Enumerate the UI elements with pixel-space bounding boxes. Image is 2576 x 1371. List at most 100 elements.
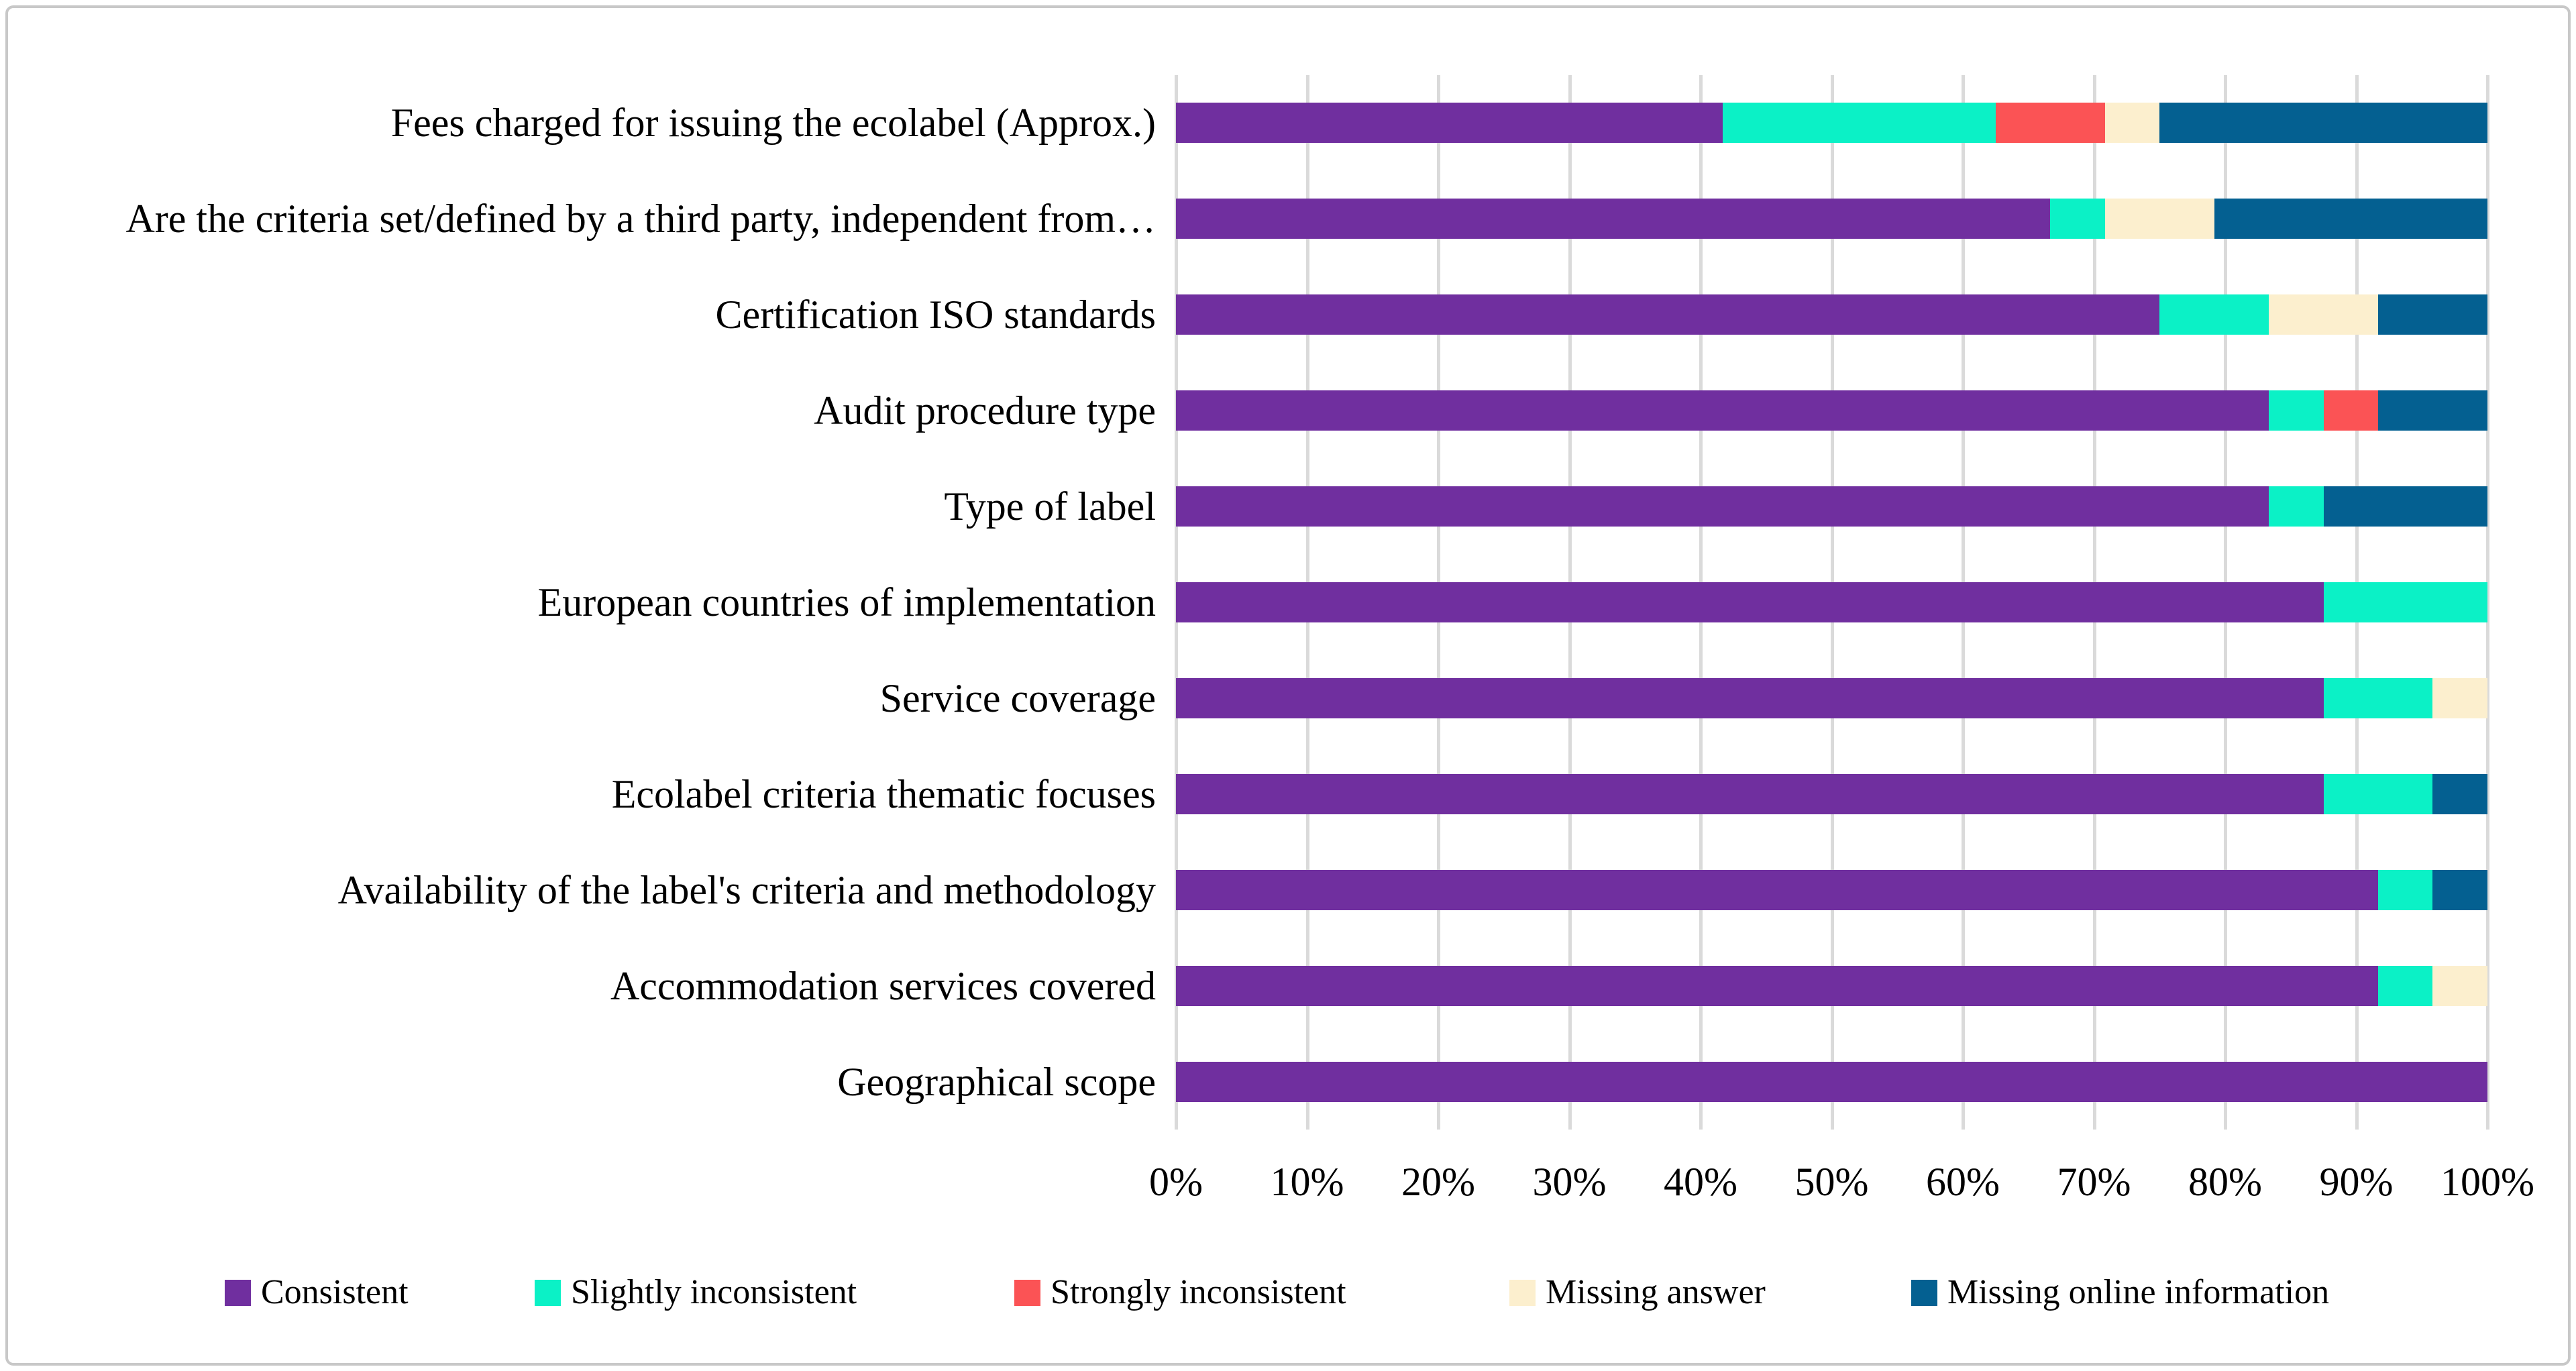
bar-segment [1176, 773, 2324, 814]
x-tick-label: 70% [2057, 1160, 2131, 1204]
legend-item: Slightly inconsistent [535, 1269, 857, 1316]
bar-row [1176, 650, 2487, 746]
category-label: Service coverage [879, 675, 1156, 720]
bar-row [1176, 459, 2488, 555]
stacked-bar [1176, 1061, 2487, 1102]
bar-row [1176, 746, 2487, 842]
bar-segment [1176, 199, 2051, 239]
legend-swatch-icon [1014, 1279, 1040, 1306]
stacked-bar [1176, 486, 2488, 527]
bar-segment [1176, 582, 2324, 622]
bar-segment [2104, 103, 2160, 144]
bar-segment [1722, 103, 1996, 144]
bar-segment [2323, 773, 2433, 814]
category-label: Type of label [944, 484, 1156, 529]
stacked-bar [1176, 677, 2487, 718]
bar-segment [2104, 199, 2214, 239]
stacked-bar [1176, 103, 2487, 144]
bar-segment [2323, 677, 2433, 718]
legend-swatch-icon [1509, 1279, 1536, 1306]
legend-label: Consistent [261, 1273, 409, 1311]
bar-segment [2432, 677, 2487, 718]
bar-segment [2323, 582, 2487, 622]
bar-segment [2323, 390, 2379, 431]
category-label: European countries of implementation [537, 580, 1156, 624]
bar-row [1176, 555, 2487, 651]
bar-segment [1176, 869, 2378, 910]
x-axis: 0% 10% 20% 30% 40% 50% 60% 70% 80% 90% 100% [1149, 1160, 2534, 1215]
figure-frame: Fees charged for issuing the ecolabel (A… [5, 5, 2571, 1366]
stacked-bar [1176, 390, 2488, 431]
stacked-bar [1176, 582, 2487, 622]
bar-row [1176, 938, 2487, 1034]
bar-segment [1176, 294, 2160, 335]
bar-row [1176, 267, 2488, 363]
plot-area [1175, 75, 2489, 1130]
x-tick-label: 100% [2440, 1160, 2534, 1204]
bar-segment [1176, 103, 1723, 144]
bar-segment [2378, 294, 2488, 335]
bar-segment [2050, 199, 2105, 239]
bar-segment [2269, 390, 2324, 431]
legend-item: Strongly inconsistent [1014, 1269, 1346, 1316]
bar-segment [2377, 869, 2433, 910]
legend-swatch-icon [535, 1279, 561, 1306]
x-tick-label: 80% [2188, 1160, 2262, 1204]
bar-segment [2159, 103, 2487, 144]
legend: Consistent Slightly inconsistent Strongly … [8, 1269, 2568, 1316]
bar-segment [2377, 965, 2433, 1006]
bar-segment [2323, 486, 2488, 527]
bar-row [1176, 1034, 2487, 1130]
bar-segment [2432, 965, 2487, 1006]
bar-segment [2269, 486, 2324, 527]
category-label: Geographical scope [837, 1059, 1156, 1104]
x-tick-label: 30% [1532, 1160, 1607, 1204]
category-label: Are the criteria set/defined by a third … [125, 197, 1156, 241]
bar-segment [2432, 773, 2487, 814]
bar-segment [1176, 1061, 2487, 1102]
x-tick-label: 40% [1664, 1160, 1737, 1204]
bar-row [1176, 363, 2488, 459]
bar-segment [1176, 677, 2324, 718]
legend-swatch-icon [1911, 1279, 1937, 1306]
category-label: Fees charged for issuing the ecolabel (A… [390, 101, 1156, 146]
bar-segment [1176, 965, 2378, 1006]
category-label: Audit procedure type [814, 388, 1156, 433]
category-label: Ecolabel criteria thematic focuses [611, 771, 1156, 816]
bar-segment [2269, 294, 2379, 335]
bar-row [1176, 171, 2487, 267]
bars [1176, 75, 2488, 1130]
x-tick-label: 60% [1926, 1160, 2000, 1204]
bar-segment [2159, 294, 2269, 335]
stacked-bar [1176, 869, 2487, 910]
bar-segment [1995, 103, 2105, 144]
legend-item: Consistent [225, 1269, 409, 1316]
category-label: Certification ISO standards [715, 292, 1156, 337]
bar-segment [2432, 869, 2487, 910]
legend-label: Slightly inconsistent [571, 1273, 857, 1311]
stacked-bar [1176, 773, 2487, 814]
stacked-bar [1176, 965, 2487, 1006]
gridline-100% [2486, 75, 2489, 1130]
bar-row [1176, 842, 2487, 938]
bar-segment [1176, 486, 2269, 527]
bar-segment [2378, 390, 2488, 431]
bar-row [1176, 75, 2487, 171]
stacked-bar [1176, 199, 2487, 239]
category-label: Accommodation services covered [610, 963, 1156, 1008]
legend-swatch-icon [225, 1279, 251, 1306]
x-tick-label: 90% [2319, 1160, 2394, 1204]
legend-label: Strongly inconsistent [1051, 1273, 1346, 1311]
x-tick-label: 50% [1794, 1160, 1869, 1204]
legend-item: Missing answer [1509, 1269, 1766, 1316]
x-tick-label: 10% [1270, 1160, 1344, 1204]
legend-label: Missing answer [1546, 1273, 1766, 1311]
bar-segment [1176, 390, 2269, 431]
legend-label: Missing online information [1947, 1273, 2330, 1311]
x-tick-label: 0% [1149, 1160, 1203, 1204]
legend-item: Missing online information [1911, 1269, 2329, 1316]
x-tick-label: 20% [1401, 1160, 1475, 1204]
category-labels: Fees charged for issuing the ecolabel (A… [48, 75, 1156, 1130]
stacked-bar [1176, 294, 2488, 335]
bar-segment [2214, 199, 2487, 239]
